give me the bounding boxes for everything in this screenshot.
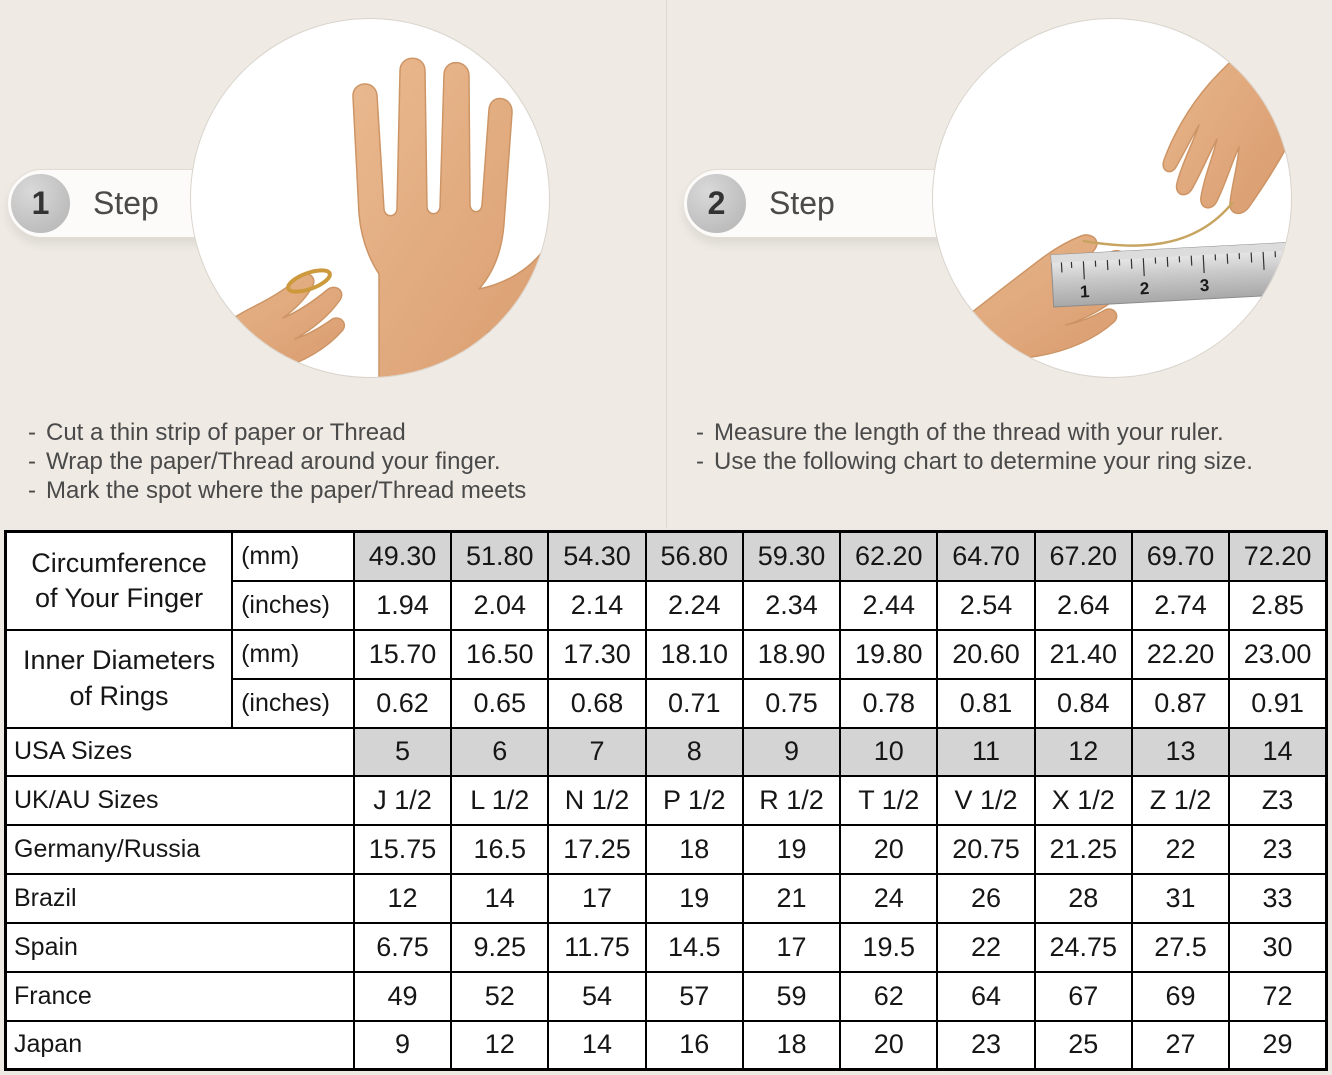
svg-text:2: 2 <box>1139 279 1149 298</box>
svg-text:1: 1 <box>1079 282 1089 301</box>
svg-text:3: 3 <box>1199 276 1209 295</box>
